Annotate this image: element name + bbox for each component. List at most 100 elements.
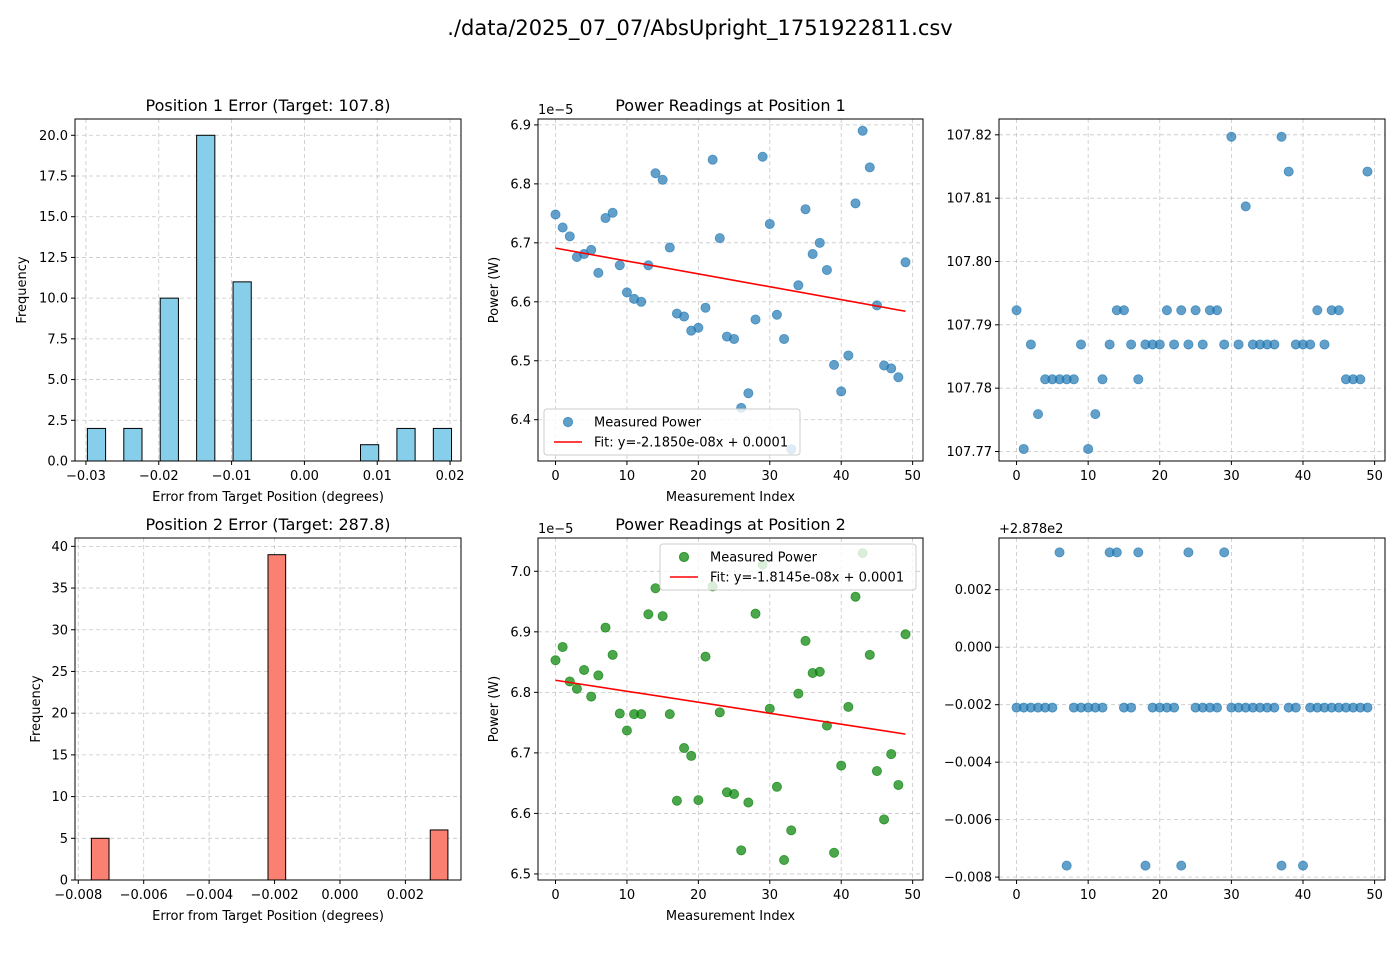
y-tick-label: 30 — [51, 623, 68, 638]
scatter-point — [1126, 702, 1137, 713]
y-tick-label: 17.5 — [39, 170, 68, 185]
scatter-point — [657, 611, 668, 622]
x-tick-label: 50 — [1366, 888, 1383, 903]
x-axis-label: Measurement Index — [666, 909, 795, 924]
axis-offset-text: 1e−5 — [538, 103, 573, 118]
x-tick-label: 0 — [551, 469, 559, 484]
scatter-point — [829, 847, 840, 858]
x-tick-label: 10 — [1080, 888, 1097, 903]
x-tick-label: −0.03 — [66, 469, 106, 484]
scatter-point — [1011, 305, 1022, 316]
scatter-point — [1362, 702, 1373, 713]
legend-marker-swatch — [562, 416, 574, 428]
y-tick-label: 20.0 — [39, 129, 68, 144]
scatter-point — [1226, 131, 1237, 142]
scatter-point — [864, 649, 875, 660]
subplot-title: Power Readings at Position 2 — [615, 515, 846, 534]
y-tick-label: 7.5 — [47, 332, 68, 347]
scatter-point — [743, 797, 754, 808]
axes-frame — [537, 118, 924, 462]
scatter-point — [557, 222, 568, 233]
legend-label: Measured Power — [594, 416, 702, 431]
y-tick-label: 40 — [51, 540, 68, 555]
histogram-bar — [86, 427, 107, 462]
scatter-point — [707, 154, 718, 165]
scatter-point — [1212, 702, 1223, 713]
scatter-point — [1097, 702, 1108, 713]
axis-offset-text: +2.878e2 — [999, 522, 1063, 537]
y-tick-label: 5.0 — [47, 373, 68, 388]
scatter-point — [1240, 201, 1251, 212]
subplot-grid: −0.03 −0.02 −0.01 0.00 0.01 0.020.02.55.07.51… — [15, 96, 1386, 924]
y-tick-label: 107.82 — [947, 128, 993, 143]
scatter-point — [836, 760, 847, 771]
histogram-bars — [86, 134, 453, 462]
legend: Measured Power Fit: y=-2.1850e-08x + 0.00… — [543, 408, 801, 456]
x-tick-label: 0.00 — [290, 469, 319, 484]
x-tick-label: 10 — [1080, 469, 1097, 484]
scatter-point — [871, 766, 882, 777]
scatter-point — [1133, 374, 1144, 385]
scatter-point — [1176, 860, 1187, 871]
scatter-point — [850, 198, 861, 209]
scatter-point — [1033, 409, 1044, 420]
scatter-point — [800, 204, 811, 215]
scatter-point — [1183, 547, 1194, 558]
scatter-point — [857, 125, 868, 136]
scatter-series — [550, 548, 911, 866]
y-tick-label: 0.0 — [47, 455, 68, 470]
scatter-point — [771, 309, 782, 320]
histogram-bar — [359, 444, 380, 462]
legend-marker-swatch — [678, 551, 690, 563]
scatter-point — [1212, 305, 1223, 316]
scatter-series — [1011, 131, 1373, 454]
scatter-point — [836, 386, 847, 397]
y-axis-label: Power (W) — [487, 257, 502, 323]
x-tick-label: 20 — [1152, 469, 1169, 484]
y-tick-label: −0.008 — [944, 871, 992, 886]
legend-box — [659, 543, 917, 591]
scatter-point — [636, 296, 647, 307]
scatter-point — [1169, 702, 1180, 713]
scatter-point — [1183, 339, 1194, 350]
scatter-point — [714, 707, 725, 718]
x-tick-label: 20 — [690, 469, 707, 484]
y-tick-label: 12.5 — [39, 251, 68, 266]
scatter-point — [1269, 339, 1280, 350]
scatter-point — [1018, 443, 1029, 454]
scatter-point — [643, 609, 654, 620]
grid-lines — [75, 119, 461, 462]
scatter-point — [1362, 166, 1373, 177]
x-axis-label: Error from Target Position (degrees) — [152, 490, 384, 505]
scatter-point — [814, 666, 825, 677]
scatter-point — [771, 781, 782, 792]
scatter-point — [614, 260, 625, 271]
y-tick-label: 6.5 — [510, 354, 531, 369]
x-tick-label: −0.01 — [212, 469, 252, 484]
scatter-point — [679, 311, 690, 322]
scatter-point — [664, 242, 675, 253]
axes-frame — [74, 118, 462, 462]
y-tick-label: 10.0 — [39, 292, 68, 307]
scatter-point — [679, 743, 690, 754]
scatter-point — [1269, 702, 1280, 713]
x-tick-label: 40 — [833, 888, 850, 903]
y-tick-label: 107.80 — [947, 255, 993, 270]
scatter-point — [1104, 339, 1115, 350]
scatter-point — [621, 287, 632, 298]
scatter-point — [729, 789, 740, 800]
y-tick-label: 6.8 — [510, 686, 531, 701]
x-tick-label: 30 — [1223, 469, 1240, 484]
legend-box — [543, 408, 801, 456]
axes-frame — [537, 537, 924, 881]
y-tick-label: 6.5 — [510, 867, 531, 882]
scatter-point — [886, 749, 897, 760]
histogram-bars — [90, 554, 449, 881]
x-tick-label: 40 — [1295, 469, 1312, 484]
subplot-power1: 0 10 20 30 40 50 6.4 6.5 6.6 6.7 6.8 6.9 Power Readi… — [487, 96, 924, 505]
scatter-point — [593, 670, 604, 681]
histogram-bar — [123, 427, 143, 462]
scatter-point — [1047, 702, 1058, 713]
y-tick-label: 107.81 — [947, 192, 993, 207]
